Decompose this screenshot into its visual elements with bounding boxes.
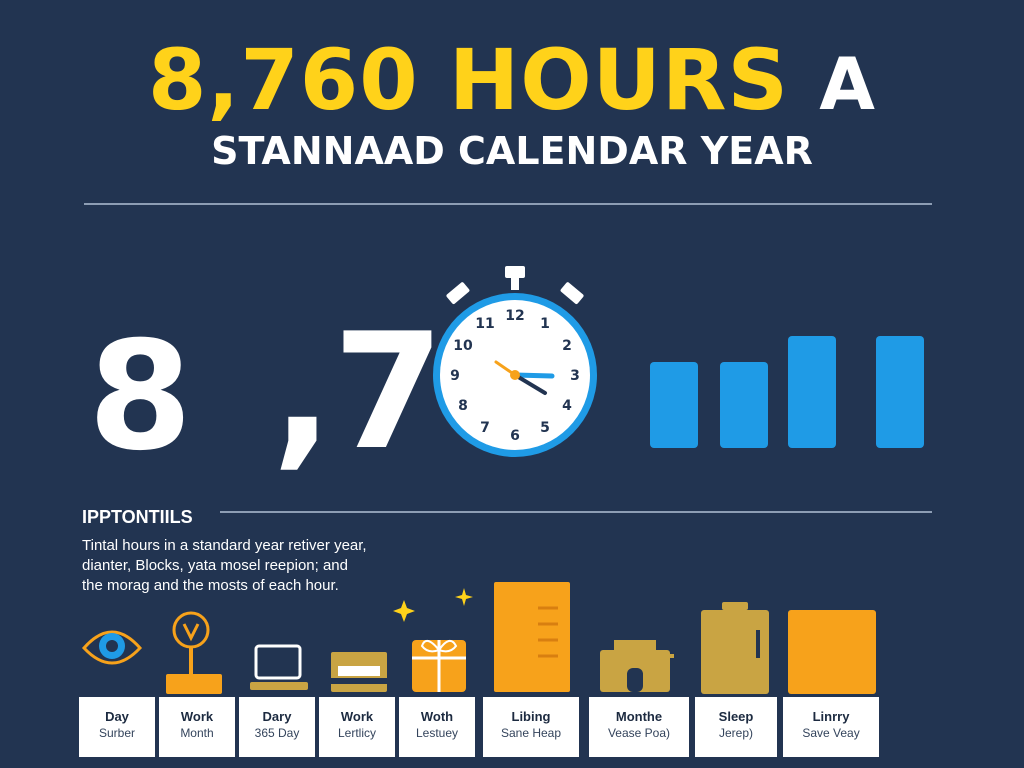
clock-number: 1 — [540, 316, 550, 332]
card-title: Work — [340, 709, 374, 724]
title-line-2: STANNAAD CALENDAR YEAR — [211, 129, 813, 173]
clock-number: 2 — [562, 338, 572, 354]
box-icon — [788, 610, 876, 694]
bar-3 — [788, 336, 836, 448]
title-hours: 8,760 HOURS — [147, 31, 790, 129]
card-title: Dary — [262, 709, 292, 724]
card-title: Woth — [420, 709, 454, 724]
card-subtitle: Lertlicy — [337, 726, 376, 740]
card-subtitle: Month — [180, 726, 214, 740]
icon-row — [81, 582, 876, 694]
divider-mid — [220, 511, 932, 513]
divider-top — [84, 203, 932, 205]
gift-icon — [412, 639, 466, 692]
clock-number: 6 — [510, 428, 520, 444]
card-libing: Libing Sane Heap — [483, 697, 579, 757]
card-sleep: Sleep Jerep) — [695, 697, 777, 757]
lamp-icon — [166, 611, 222, 694]
card-work: Work Month — [159, 697, 235, 757]
card-subtitle: Save Veay — [802, 726, 860, 740]
card-subtitle: Sane Heap — [500, 726, 562, 740]
section-body-line: dianter, Blocks, yata mosel reepion; and — [82, 557, 348, 574]
clock-number: 11 — [475, 316, 494, 332]
laptop-icon — [250, 644, 308, 690]
clock-number: 10 — [453, 338, 473, 354]
card-woth: Woth Lestuey — [399, 697, 475, 757]
fridge-icon — [701, 602, 769, 694]
card-subtitle: Vease Poa) — [607, 726, 671, 740]
card-linrry: Linrry Save Veay — [783, 697, 879, 757]
card-dary: Dary 365 Day — [239, 697, 315, 757]
title-a: A — [819, 42, 877, 126]
bar-1 — [650, 362, 698, 448]
card-subtitle: 365 Day — [254, 726, 300, 740]
keyboard-icon — [331, 652, 387, 692]
card-title: Linrry — [812, 709, 850, 724]
clock-number: 5 — [540, 420, 550, 436]
clock-number: 9 — [450, 368, 460, 384]
clock-number: 12 — [505, 308, 524, 324]
big-number-part-2: ,7 — [272, 298, 445, 485]
card-day: Day Surber — [79, 697, 155, 757]
card-title: Sleep — [718, 709, 754, 724]
eye-icon — [81, 630, 143, 665]
bar-2 — [720, 362, 768, 448]
clock-number: 4 — [562, 398, 572, 414]
card-subtitle: Lestuey — [415, 726, 459, 740]
card-title: Monthe — [615, 709, 663, 724]
card-subtitle: Jerep) — [718, 726, 753, 740]
cabinet-icon — [494, 582, 570, 692]
clock-number: 8 — [458, 398, 468, 414]
toolbox-icon — [600, 640, 674, 692]
section-body-line: the morag and the mosts of each hour. — [82, 577, 339, 594]
section-body-line: Tintal hours in a standard year retiver … — [82, 537, 367, 554]
sparkle-icon — [393, 588, 473, 622]
card-title: Work — [180, 709, 214, 724]
big-number-part-1: 8 — [88, 310, 193, 484]
section-body: Tintal hours in a standard year retiver … — [82, 536, 412, 596]
card-subtitle: Surber — [98, 726, 136, 740]
title-line-1: 8,760 HOURS A — [0, 30, 1024, 134]
card-title: Libing — [511, 709, 551, 724]
bar-graphic — [650, 336, 924, 448]
clock-number: 7 — [480, 420, 490, 436]
card-title: Day — [105, 709, 129, 724]
bar-4 — [876, 336, 924, 448]
card-work-2: Work Lertlicy — [319, 697, 395, 757]
card-monthe: Monthe Vease Poa) — [589, 697, 689, 757]
section-heading: IPPTONTIILS — [82, 507, 193, 527]
clock-number: 3 — [570, 368, 580, 384]
